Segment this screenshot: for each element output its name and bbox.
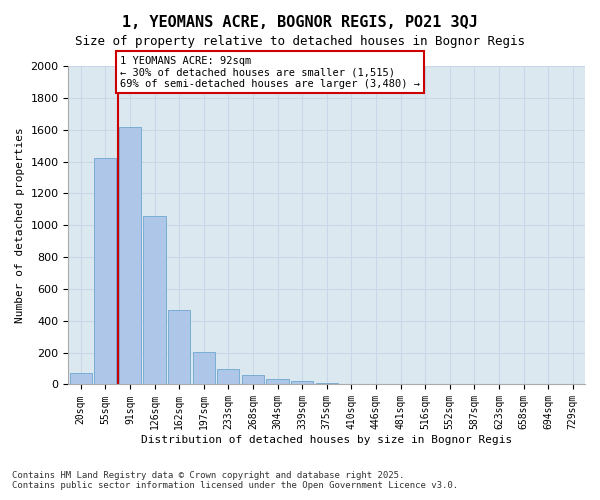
Text: 1 YEOMANS ACRE: 92sqm
← 30% of detached houses are smaller (1,515)
69% of semi-d: 1 YEOMANS ACRE: 92sqm ← 30% of detached … xyxy=(120,56,420,89)
Bar xyxy=(143,216,166,384)
X-axis label: Distribution of detached houses by size in Bognor Regis: Distribution of detached houses by size … xyxy=(141,435,512,445)
Y-axis label: Number of detached properties: Number of detached properties xyxy=(15,128,25,323)
Bar xyxy=(168,310,190,384)
Text: 1, YEOMANS ACRE, BOGNOR REGIS, PO21 3QJ: 1, YEOMANS ACRE, BOGNOR REGIS, PO21 3QJ xyxy=(122,15,478,30)
Bar xyxy=(193,352,215,384)
Text: Contains HM Land Registry data © Crown copyright and database right 2025.
Contai: Contains HM Land Registry data © Crown c… xyxy=(12,470,458,490)
Bar xyxy=(70,372,92,384)
Text: Size of property relative to detached houses in Bognor Regis: Size of property relative to detached ho… xyxy=(75,35,525,48)
Bar xyxy=(217,368,239,384)
Bar xyxy=(119,126,141,384)
Bar xyxy=(266,379,289,384)
Bar xyxy=(242,375,264,384)
Bar xyxy=(94,158,116,384)
Bar xyxy=(291,382,313,384)
Bar xyxy=(316,383,338,384)
